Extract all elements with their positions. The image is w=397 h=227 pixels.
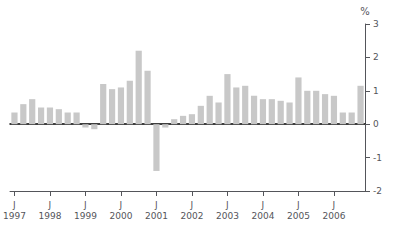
svg-text:1998: 1998 xyxy=(38,211,61,221)
svg-text:1: 1 xyxy=(373,86,379,96)
svg-text:%: % xyxy=(360,6,370,17)
svg-text:2000: 2000 xyxy=(109,211,132,221)
svg-text:J: J xyxy=(261,200,265,210)
svg-text:2004: 2004 xyxy=(251,211,274,221)
svg-text:2002: 2002 xyxy=(180,211,203,221)
svg-text:2003: 2003 xyxy=(216,211,239,221)
svg-text:J: J xyxy=(12,200,16,210)
svg-text:1997: 1997 xyxy=(3,211,26,221)
svg-text:2006: 2006 xyxy=(322,211,345,221)
svg-text:1999: 1999 xyxy=(74,211,97,221)
svg-text:J: J xyxy=(190,200,194,210)
svg-text:-2: -2 xyxy=(373,186,382,196)
svg-text:0: 0 xyxy=(373,119,379,129)
svg-text:J: J xyxy=(154,200,158,210)
svg-text:2001: 2001 xyxy=(145,211,168,221)
svg-text:2: 2 xyxy=(373,52,379,62)
svg-text:J: J xyxy=(296,200,300,210)
svg-text:J: J xyxy=(48,200,52,210)
svg-text:-1: -1 xyxy=(373,153,382,163)
svg-text:2005: 2005 xyxy=(287,211,310,221)
svg-text:J: J xyxy=(225,200,229,210)
svg-text:J: J xyxy=(332,200,336,210)
svg-text:J: J xyxy=(119,200,123,210)
svg-text:3: 3 xyxy=(373,19,379,29)
svg-text:J: J xyxy=(83,200,87,210)
